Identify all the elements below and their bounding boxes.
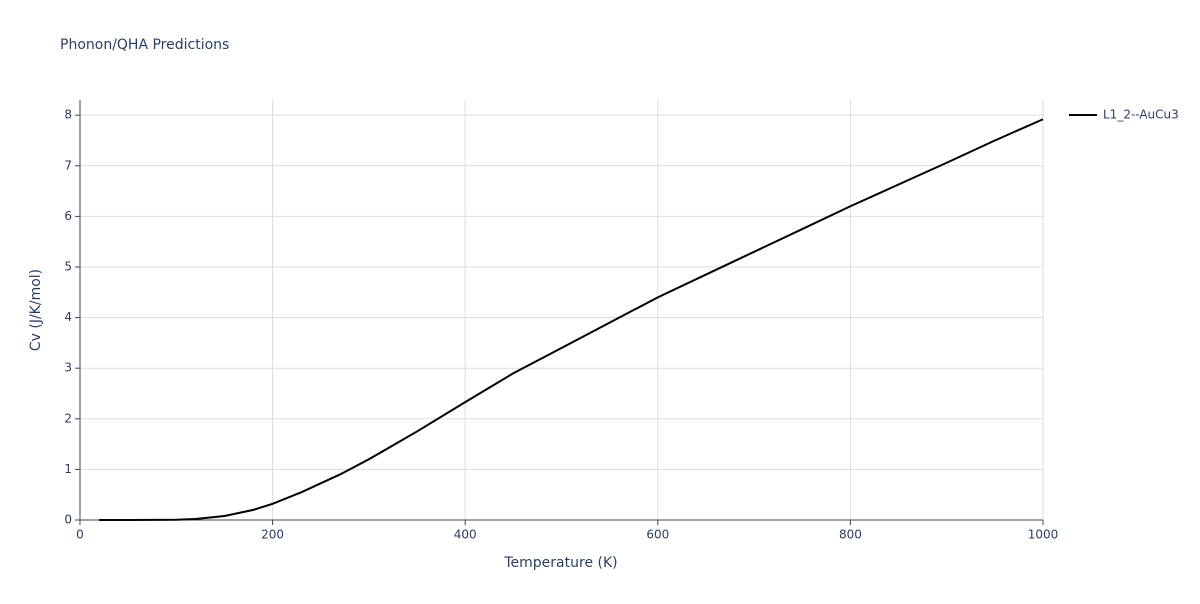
x-tick-label: 1000 [1028,528,1059,542]
y-tick-label: 1 [64,462,72,476]
y-axis-label: Cv (J/K/mol) [28,269,44,351]
chart-title: Phonon/QHA Predictions [60,37,229,53]
legend-label: L1_2--AuCu3 [1103,108,1179,122]
y-tick-label: 8 [64,108,72,122]
y-tick-label: 7 [64,158,72,172]
x-tick-label: 400 [454,528,477,542]
y-tick-label: 6 [64,209,72,223]
y-tick-label: 0 [64,513,72,527]
x-tick-label: 800 [839,528,862,542]
x-tick-label: 600 [646,528,669,542]
y-tick-label: 2 [64,411,72,425]
data-line [99,118,1044,521]
x-axis-label: Temperature (K) [503,555,617,571]
y-tick-label: 3 [64,361,72,375]
y-tick-label: 4 [64,310,72,324]
x-tick-label: 200 [261,528,284,542]
x-tick-label: 0 [76,528,84,542]
y-tick-label: 5 [64,259,72,273]
